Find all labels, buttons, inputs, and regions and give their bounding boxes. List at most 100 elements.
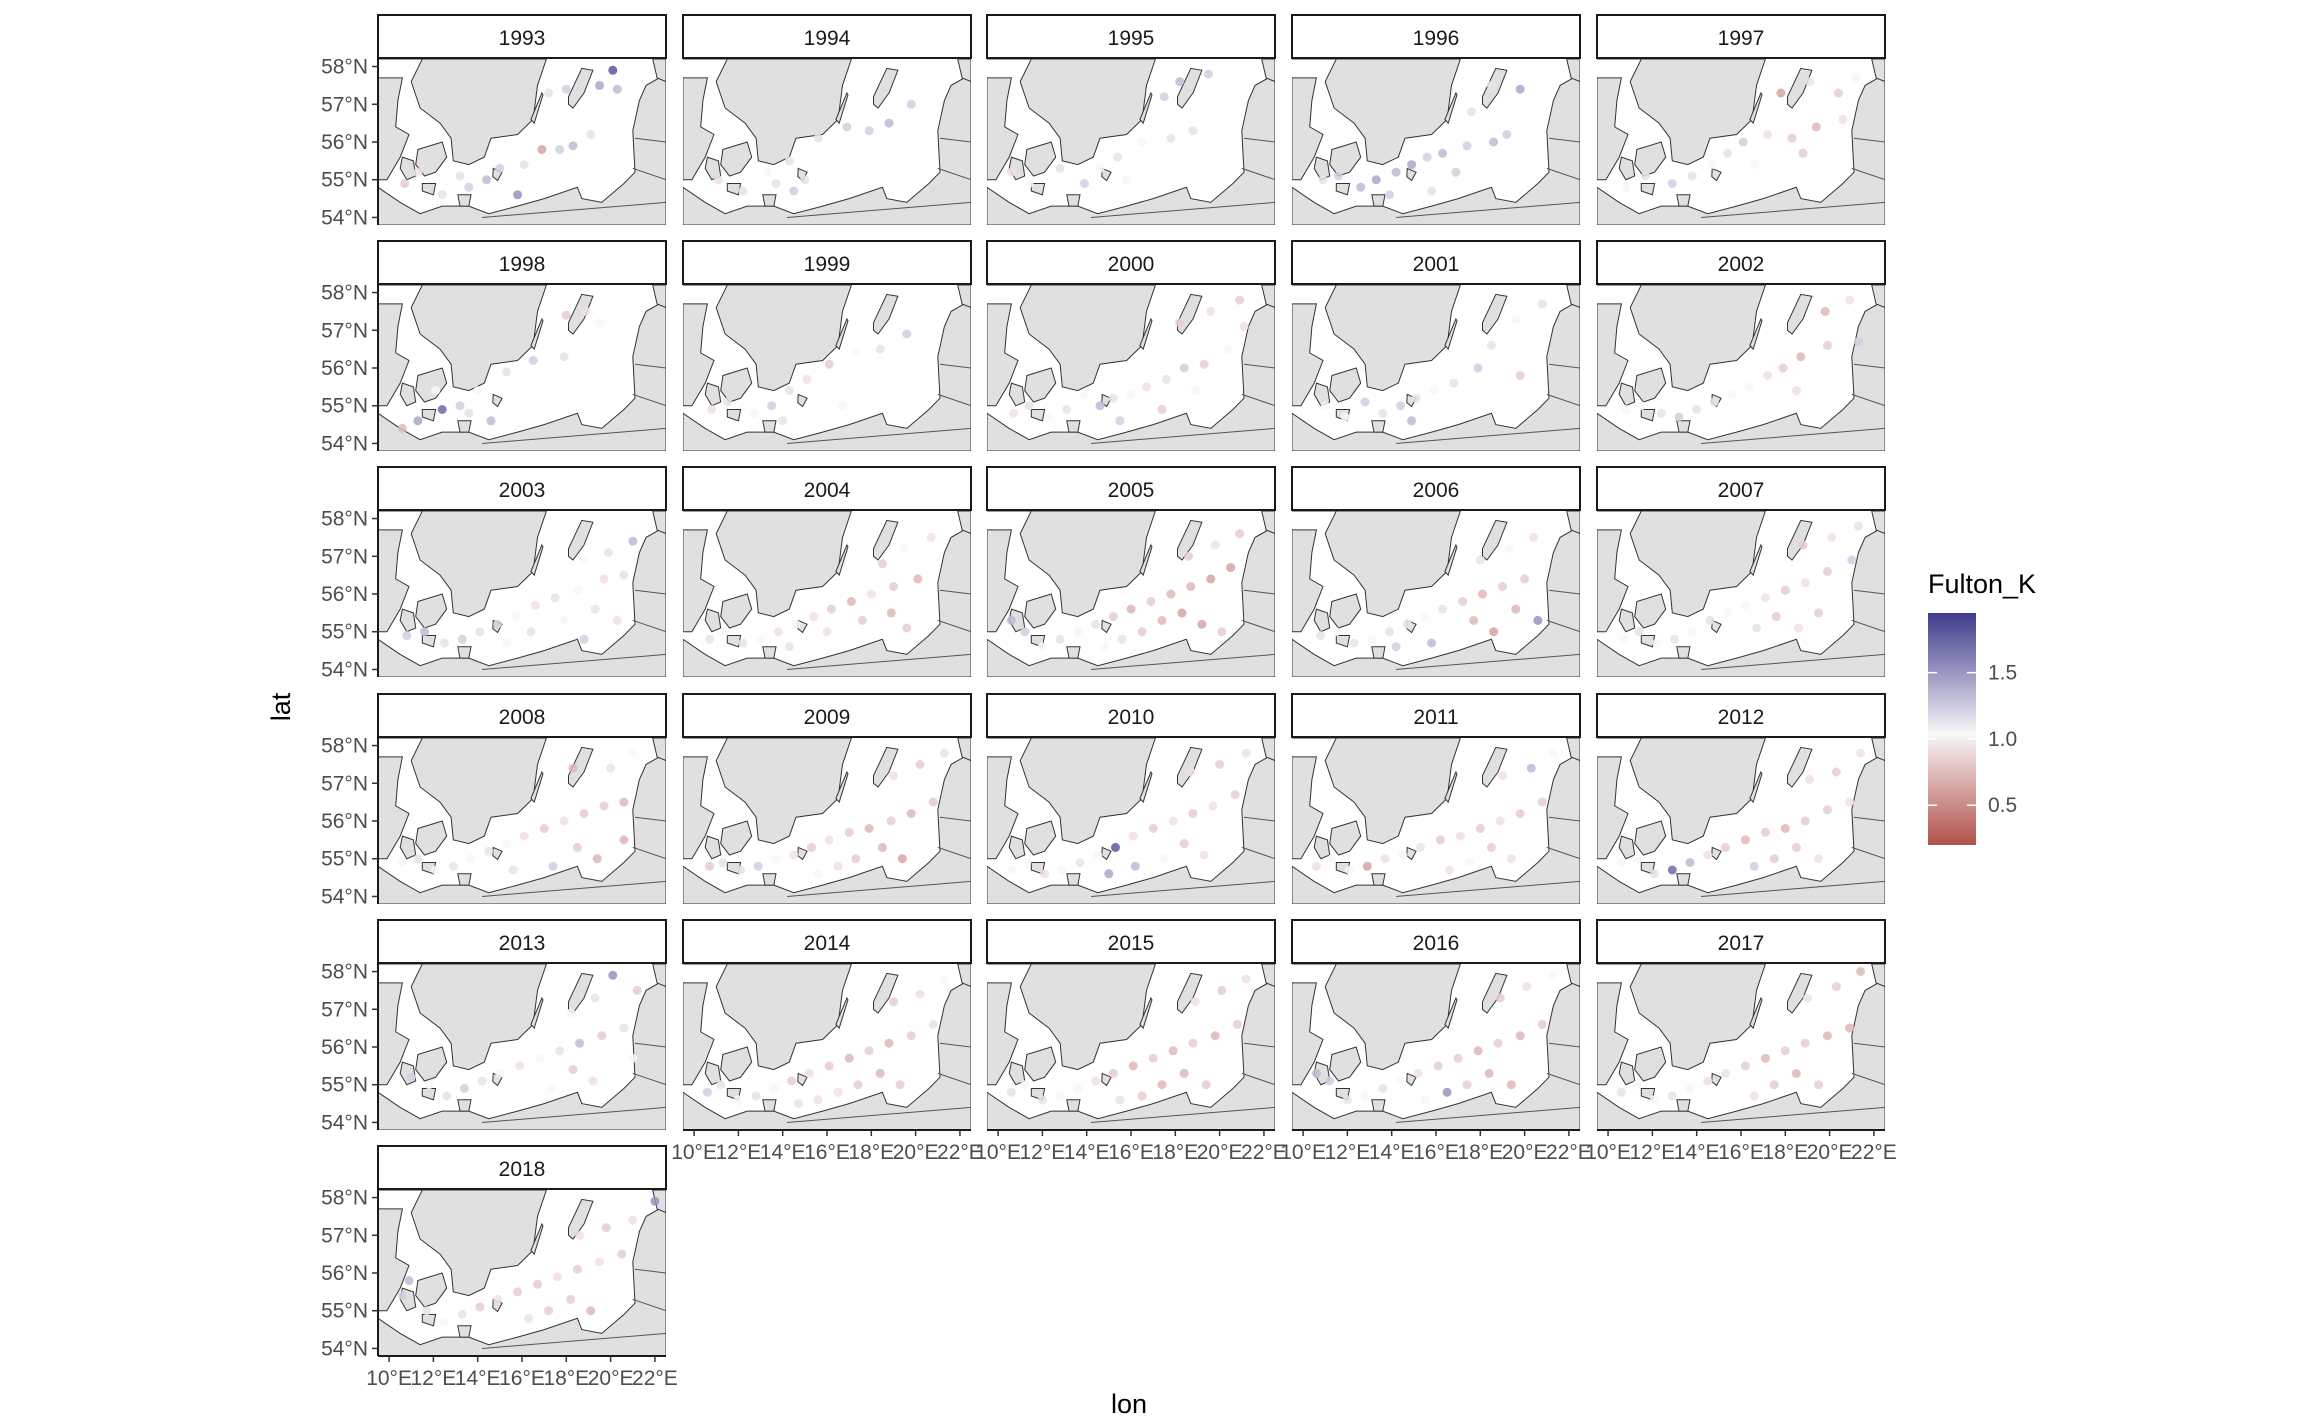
- data-point: [1652, 638, 1662, 648]
- facet-panel-1997: 1997: [1596, 14, 1886, 225]
- data-point: [1115, 1095, 1125, 1105]
- data-point: [722, 397, 732, 407]
- country-border: [939, 589, 971, 595]
- data-point: [1760, 1053, 1770, 1063]
- data-point: [1489, 627, 1499, 637]
- data-point: [895, 1080, 905, 1090]
- island-polygon: [1618, 835, 1636, 860]
- facet-strip-label: 2003: [499, 479, 546, 502]
- x-tick-label: 10°E: [1280, 1141, 1326, 1164]
- island-polygon: [1406, 1072, 1417, 1087]
- island-polygon: [1030, 183, 1046, 196]
- data-point: [1641, 171, 1651, 181]
- island-polygon: [704, 608, 722, 633]
- data-point: [778, 416, 788, 426]
- facet-panel-2005: 2005: [986, 466, 1276, 677]
- country-border: [1853, 816, 1885, 822]
- data-point: [1822, 340, 1832, 350]
- island-polygon: [1371, 420, 1386, 433]
- data-point: [1674, 412, 1684, 422]
- island-polygon: [568, 1198, 594, 1240]
- facet-strip-label: 1993: [499, 27, 546, 50]
- x-tick-label: 16°E: [804, 1141, 850, 1164]
- data-point: [1721, 842, 1730, 852]
- data-point: [1380, 854, 1390, 864]
- island-polygon: [1566, 285, 1580, 309]
- island-polygon: [1618, 1061, 1636, 1086]
- data-point: [1794, 623, 1804, 633]
- data-point: [844, 827, 854, 837]
- data-point: [595, 80, 604, 90]
- data-point: [718, 858, 728, 867]
- data-point: [1800, 1038, 1810, 1048]
- data-point: [1805, 77, 1815, 87]
- data-point: [1115, 416, 1125, 426]
- data-point: [1845, 1023, 1855, 1033]
- facet-panel-2014: 2014 10°E12°E14°E16°E18°E20°E22°E: [671, 919, 983, 1164]
- data-point: [477, 1076, 487, 1086]
- country-border: [1546, 619, 1580, 633]
- island-polygon: [1066, 1099, 1081, 1112]
- facet-strip-label: 1997: [1718, 27, 1765, 50]
- data-point: [619, 797, 629, 807]
- island-polygon: [1640, 635, 1656, 648]
- island-polygon: [1634, 367, 1667, 403]
- island-polygon: [652, 738, 666, 762]
- island-polygon: [399, 608, 417, 633]
- data-point: [535, 1053, 545, 1063]
- data-point: [1137, 1091, 1147, 1101]
- facet-strip: [682, 466, 972, 511]
- country-border: [1701, 1106, 1885, 1123]
- data-point: [448, 861, 458, 871]
- data-point: [1834, 88, 1843, 98]
- island-polygon: [1329, 820, 1362, 856]
- data-point: [833, 1087, 843, 1097]
- data-point: [784, 642, 794, 652]
- data-point: [464, 408, 474, 418]
- data-point: [1780, 1046, 1790, 1056]
- data-point: [913, 574, 923, 584]
- land-polygon: [1597, 964, 1766, 1071]
- legend-title: Fulton_K: [1928, 569, 2036, 599]
- island-polygon: [1618, 382, 1636, 407]
- island-polygon: [457, 646, 472, 659]
- data-point: [902, 623, 912, 633]
- data-point: [431, 386, 441, 396]
- island-polygon: [652, 285, 666, 309]
- y-tick-label: 58°N: [321, 508, 368, 531]
- data-point: [590, 993, 600, 1003]
- facet-panel-2015: 2015 10°E12°E14°E16°E18°E20°E22°E: [975, 919, 1287, 1164]
- data-point: [559, 615, 569, 625]
- data-point: [599, 801, 609, 811]
- island-polygon: [1749, 91, 1763, 125]
- data-point: [1486, 340, 1496, 350]
- y-tick-label: 56°N: [321, 1262, 368, 1285]
- island-polygon: [1008, 382, 1026, 407]
- data-point: [595, 1257, 604, 1267]
- land-polygon: [683, 59, 852, 166]
- island-polygon: [1066, 194, 1081, 207]
- island-polygon: [720, 593, 753, 629]
- data-point: [1740, 1061, 1750, 1071]
- island-polygon: [415, 1046, 448, 1082]
- y-tick-label: 56°N: [321, 583, 368, 606]
- country-border: [1853, 1042, 1885, 1048]
- x-tick-label: 12°E: [716, 1141, 762, 1164]
- y-tick-label: 55°N: [321, 848, 368, 871]
- data-point: [440, 638, 449, 648]
- island-polygon: [1066, 420, 1081, 433]
- island-polygon: [762, 194, 777, 207]
- data-point: [1520, 574, 1530, 584]
- data-point: [1241, 974, 1251, 984]
- island-polygon: [530, 543, 544, 577]
- island-polygon: [1640, 183, 1656, 196]
- land-polygon: [987, 964, 1156, 1071]
- y-tick-label: 58°N: [321, 56, 368, 79]
- data-point: [424, 1080, 434, 1090]
- data-point: [784, 386, 794, 396]
- y-tick-label: 58°N: [321, 282, 368, 305]
- island-polygon: [1676, 646, 1691, 659]
- x-tick-label: 14°E: [1369, 1141, 1415, 1164]
- island-polygon: [1711, 167, 1722, 182]
- country-border: [939, 1042, 971, 1048]
